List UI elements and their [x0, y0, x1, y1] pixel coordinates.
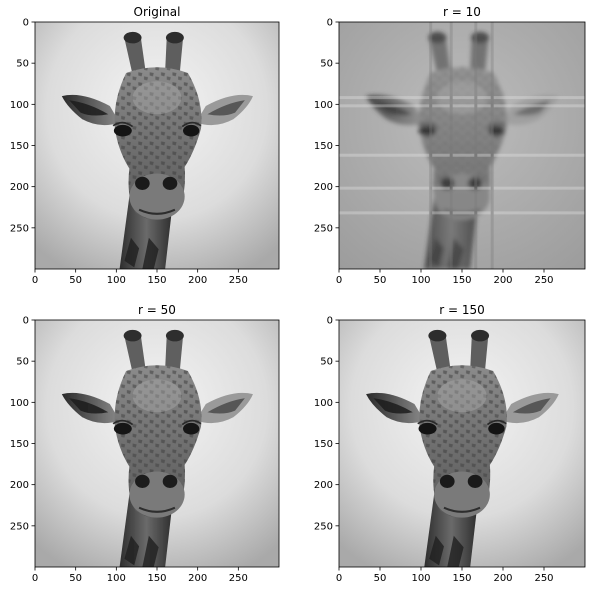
x-tick-label: 200	[188, 573, 207, 584]
y-tick-label: 200	[10, 182, 29, 193]
y-tick-label: 200	[314, 182, 333, 193]
y-tick-label: 50	[320, 59, 333, 70]
y-tick-label: 50	[320, 357, 333, 368]
y-tick-label: 250	[314, 223, 333, 234]
subplot-3: r = 50 0 50 100 150 200 250 0 50 100 150 200 250	[10, 303, 280, 584]
subplot-title: r = 10	[443, 5, 481, 19]
y-tick-label: 50	[16, 357, 29, 368]
x-tick-label: 150	[452, 275, 471, 286]
x-tick-label: 150	[452, 573, 471, 584]
y-tick-label: 0	[23, 18, 29, 29]
image-area	[35, 22, 279, 269]
y-tick-label: 200	[10, 480, 29, 491]
subplot-1: Original 0 50 100 150 200 250 0 50 100 150 200 250	[10, 5, 280, 286]
y-tick-label: 100	[314, 100, 333, 111]
subplot-2: r = 10 0 50 100 150 200 250 0 50 100 150 200 250	[314, 5, 586, 286]
x-tick-label: 0	[336, 573, 342, 584]
low-rank-artifacts	[339, 22, 585, 269]
x-tick-label: 0	[336, 275, 342, 286]
x-tick-label: 100	[107, 275, 126, 286]
x-tick-label: 250	[534, 275, 553, 286]
x-tick-label: 250	[229, 573, 248, 584]
x-tick-label: 100	[107, 573, 126, 584]
x-tick-label: 100	[411, 573, 430, 584]
y-tick-label: 100	[10, 100, 29, 111]
x-tick-label: 100	[411, 275, 430, 286]
x-tick-label: 50	[374, 573, 387, 584]
y-tick-label: 50	[16, 59, 29, 70]
y-tick-label: 100	[10, 398, 29, 409]
x-tick-label: 50	[69, 573, 82, 584]
y-tick-label: 100	[314, 398, 333, 409]
x-tick-label: 50	[69, 275, 82, 286]
image-area	[339, 320, 585, 567]
x-tick-label: 250	[534, 573, 553, 584]
x-tick-label: 200	[188, 275, 207, 286]
y-tick-label: 250	[10, 223, 29, 234]
x-tick-label: 150	[147, 275, 166, 286]
subplot-title: Original	[134, 5, 181, 19]
subplot-title: r = 150	[439, 303, 485, 317]
x-tick-label: 50	[374, 275, 387, 286]
x-tick-label: 0	[32, 275, 38, 286]
y-tick-label: 150	[314, 439, 333, 450]
x-tick-label: 200	[493, 275, 512, 286]
y-tick-label: 250	[314, 521, 333, 532]
y-tick-label: 200	[314, 480, 333, 491]
subplot-4: r = 150 0 50 100 150 200 250 0 50 100 150 200 250	[314, 303, 586, 584]
image-area	[339, 22, 585, 269]
y-tick-label: 0	[327, 18, 333, 29]
y-tick-label: 0	[327, 316, 333, 327]
image-area	[35, 320, 279, 567]
x-tick-label: 0	[32, 573, 38, 584]
y-tick-label: 250	[10, 521, 29, 532]
y-tick-label: 150	[10, 439, 29, 450]
x-tick-label: 250	[229, 275, 248, 286]
x-tick-label: 200	[493, 573, 512, 584]
y-tick-label: 0	[23, 316, 29, 327]
x-tick-label: 150	[147, 573, 166, 584]
y-tick-label: 150	[10, 141, 29, 152]
y-tick-label: 150	[314, 141, 333, 152]
subplot-title: r = 50	[138, 303, 176, 317]
